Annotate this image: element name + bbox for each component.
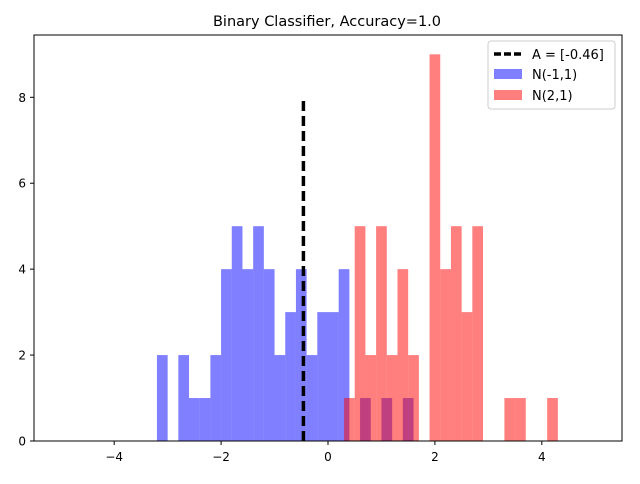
histogram-bar-series-1-bin-16 bbox=[328, 312, 339, 441]
histogram-bar-series-2-bin-14 bbox=[515, 398, 526, 441]
histogram-bar-series-1-bin-11 bbox=[274, 355, 286, 441]
legend-label-series-2: N(2,1) bbox=[532, 89, 573, 104]
y-tick-label-1: 0 bbox=[18, 435, 26, 449]
histogram-bar-series-2-bin-8 bbox=[429, 54, 441, 441]
histogram-bar-series-2-bin-6 bbox=[397, 269, 409, 441]
y-axis-ticks: 0 2 4 6 8 bbox=[18, 91, 34, 449]
y-tick-label-3: 4 bbox=[18, 263, 26, 277]
legend-swatch-series-2 bbox=[494, 90, 522, 100]
x-tick-label-3: 0 bbox=[324, 450, 332, 464]
histogram-bars bbox=[156, 54, 558, 441]
y-tick-label-5: 8 bbox=[18, 91, 26, 105]
legend-label-threshold: A = [-0.46] bbox=[532, 48, 604, 63]
x-tick-label-1: −4 bbox=[105, 450, 123, 464]
histogram-bar-series-1-bin-6 bbox=[221, 269, 232, 441]
histogram-bar-series-2-bin-11 bbox=[461, 312, 473, 441]
histogram-bar-series-1-bin-9 bbox=[253, 226, 264, 441]
histogram-bar-series-1-bin-17 bbox=[338, 269, 350, 441]
histogram-bar-series-2-bin-7 bbox=[408, 355, 419, 441]
histogram-bar-series-1-bin-15 bbox=[317, 312, 328, 441]
histogram-bar-series-1-bin-5 bbox=[210, 355, 222, 441]
histogram-bar-series-1-bin-10 bbox=[263, 269, 275, 441]
histogram-bar-series-2-bin-10 bbox=[450, 226, 462, 441]
histogram-bar-series-2-bin-15 bbox=[547, 398, 558, 441]
x-axis-ticks: −4 −2 0 2 4 bbox=[105, 441, 546, 464]
histogram-bar-series-1-bin-4 bbox=[199, 398, 211, 441]
histogram-bar-series-2-bin-12 bbox=[472, 226, 484, 441]
legend-swatch-series-1 bbox=[494, 69, 522, 79]
histogram-bar-series-1-bin-8 bbox=[242, 269, 254, 441]
histogram-bar-series-1-bin-1 bbox=[156, 355, 168, 441]
legend-label-series-1: N(-1,1) bbox=[532, 68, 577, 83]
histogram-bar-series-1-bin-14 bbox=[306, 355, 318, 441]
chart-title: Binary Classifier, Accuracy=1.0 bbox=[213, 14, 441, 30]
histogram-bar-series-1-bin-7 bbox=[231, 226, 243, 441]
y-tick-label-4: 6 bbox=[18, 177, 26, 191]
histogram-bar-series-2-bin-4 bbox=[376, 226, 387, 441]
histogram-bar-series-2-bin-13 bbox=[504, 398, 516, 441]
x-tick-label-5: 4 bbox=[538, 450, 546, 464]
legend: A = [-0.46] N(-1,1) N(2,1) bbox=[487, 40, 616, 110]
histogram-bar-series-1-bin-3 bbox=[189, 398, 200, 441]
histogram-bar-series-1-bin-12 bbox=[285, 312, 296, 441]
histogram-bar-series-2-bin-3 bbox=[365, 355, 377, 441]
histogram-bar-series-1-bin-13 bbox=[295, 269, 307, 441]
histogram-bar-series-2-bin-2 bbox=[354, 226, 366, 441]
histogram-bar-series-2-bin-9 bbox=[440, 269, 451, 441]
histogram-bar-series-2-bin-1 bbox=[344, 398, 355, 441]
histogram-bar-series-2-bin-5 bbox=[386, 355, 398, 441]
y-tick-label-2: 2 bbox=[18, 349, 26, 363]
x-tick-label-2: −2 bbox=[212, 450, 230, 464]
histogram-bar-series-1-bin-2 bbox=[178, 355, 190, 441]
x-tick-label-4: 2 bbox=[431, 450, 439, 464]
